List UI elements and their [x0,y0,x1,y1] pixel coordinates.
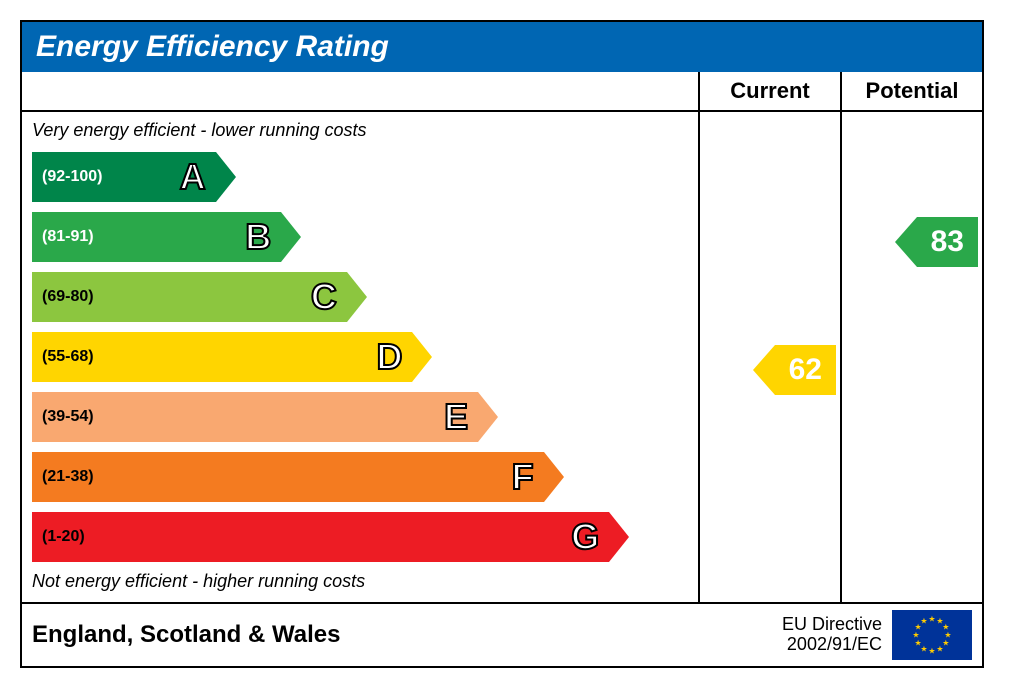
current-column: 62 [698,112,840,602]
band-tip [281,212,301,262]
header-potential: Potential [840,72,982,110]
top-note: Very energy efficient - lower running co… [32,118,688,145]
band-range: (92-100) [32,168,102,186]
potential-pointer: 83 [895,217,978,267]
band-range: (69-80) [32,288,94,306]
eu-star: ★ [915,639,922,648]
band-bar-c: (69-80) C [32,272,347,322]
band-bar-d: (55-68) D [32,332,412,382]
chart-footer: England, Scotland & Wales EU Directive 2… [22,602,982,666]
band-row-a: (92-100) A [32,149,688,205]
bands-area: Very energy efficient - lower running co… [22,112,698,602]
column-header-row: Current Potential [22,72,982,112]
potential-column: 83 [840,112,982,602]
potential-pointer-value: 83 [917,217,978,267]
directive-line1: EU Directive [782,614,882,634]
band-tip [412,332,432,382]
band-range: (39-54) [32,408,94,426]
band-tip [347,272,367,322]
epc-chart: Energy Efficiency Rating Current Potenti… [20,20,984,668]
eu-star: ★ [928,647,935,656]
band-range: (1-20) [32,528,85,546]
band-bar-b: (81-91) B [32,212,281,262]
band-row-g: (1-20) G [32,509,688,565]
band-letter: A [180,156,206,198]
eu-star: ★ [936,644,943,653]
directive-line2: 2002/91/EC [787,634,882,654]
band-row-f: (21-38) F [32,449,688,505]
chart-body: Very energy efficient - lower running co… [22,112,982,602]
bottom-note: Not energy efficient - higher running co… [32,569,688,596]
band-row-b: (81-91) B [32,209,688,265]
band-bar-f: (21-38) F [32,452,544,502]
band-tip [216,152,236,202]
potential-pointer-tip [895,217,917,267]
band-bar-g: (1-20) G [32,512,609,562]
band-bar-e: (39-54) E [32,392,478,442]
current-pointer-tip [753,345,775,395]
band-range: (55-68) [32,348,94,366]
current-pointer-value: 62 [775,345,836,395]
band-tip [609,512,629,562]
footer-directive: EU Directive 2002/91/EC [782,615,882,655]
band-row-c: (69-80) C [32,269,688,325]
eu-flag-icon: ★★★★★★★★★★★★ [892,610,972,660]
eu-star: ★ [928,615,935,624]
header-current: Current [698,72,840,110]
band-tip [478,392,498,442]
footer-region: England, Scotland & Wales [32,621,782,649]
band-letter: E [444,396,468,438]
band-range: (81-91) [32,228,94,246]
band-letter: D [376,336,402,378]
band-range: (21-38) [32,468,94,486]
band-letter: C [311,276,337,318]
current-pointer: 62 [753,345,836,395]
chart-title: Energy Efficiency Rating [22,22,982,72]
band-tip [544,452,564,502]
band-letter: F [512,456,534,498]
eu-star: ★ [920,617,927,626]
header-spacer [22,72,698,110]
band-row-e: (39-54) E [32,389,688,445]
eu-star: ★ [912,631,919,640]
band-bar-a: (92-100) A [32,152,216,202]
band-row-d: (55-68) D [32,329,688,385]
band-letter: B [245,216,271,258]
band-letter: G [571,516,599,558]
